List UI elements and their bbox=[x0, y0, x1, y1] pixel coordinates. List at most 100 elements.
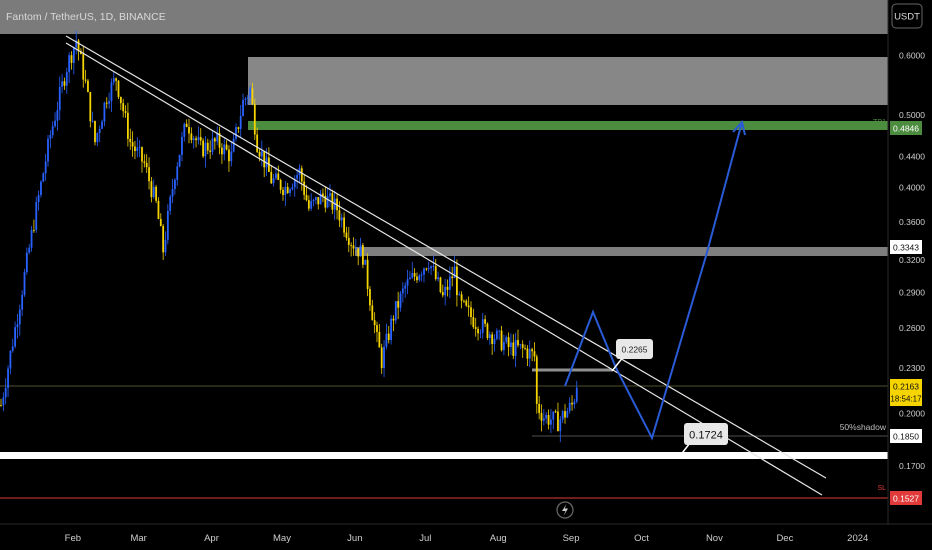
candle-body bbox=[547, 414, 550, 425]
candle-body bbox=[394, 301, 397, 321]
time-axis[interactable] bbox=[0, 524, 932, 550]
candle-body bbox=[465, 300, 468, 306]
time-tick-label: Aug bbox=[490, 533, 507, 544]
candle-body bbox=[448, 276, 451, 290]
candle-body bbox=[14, 327, 16, 347]
candle-body bbox=[134, 146, 136, 152]
time-tick-label: Apr bbox=[204, 533, 219, 544]
candle-body bbox=[7, 368, 9, 388]
candle-body bbox=[399, 293, 402, 308]
candle-body bbox=[312, 199, 315, 202]
candle-body bbox=[171, 188, 174, 197]
candle-body bbox=[352, 245, 355, 249]
candle-body bbox=[383, 346, 385, 369]
candle-body bbox=[202, 140, 204, 157]
candle-body bbox=[47, 138, 49, 162]
candle-body bbox=[216, 133, 219, 142]
tag-countdown: 18:54:17 bbox=[890, 395, 922, 404]
candle-body bbox=[519, 344, 522, 346]
candle-body bbox=[470, 307, 472, 318]
candle-body bbox=[256, 134, 259, 152]
candle-body bbox=[181, 136, 183, 155]
candle-body bbox=[218, 133, 221, 148]
price-tick-label: 0.2600 bbox=[899, 323, 925, 333]
projection-path[interactable] bbox=[564, 121, 743, 441]
callout-lower[interactable]: 0.1724 bbox=[677, 423, 728, 459]
candle-body bbox=[380, 347, 383, 369]
candle-body bbox=[77, 40, 80, 52]
candle-body bbox=[528, 349, 531, 359]
candle-body bbox=[423, 268, 425, 275]
candle-body bbox=[51, 126, 54, 136]
price-tick-label: 0.6000 bbox=[899, 51, 925, 61]
trendline-lower[interactable] bbox=[65, 42, 823, 496]
callout-upper[interactable]: 0.2265 bbox=[611, 339, 653, 372]
candle-body bbox=[477, 328, 479, 334]
currency-button[interactable] bbox=[891, 3, 923, 29]
time-ticks: Feb Mar Apr May Jun Jul Aug Sep Oct Nov Dec 2024 bbox=[65, 533, 869, 544]
tag-stop-bg bbox=[890, 491, 922, 505]
candle-body bbox=[315, 197, 317, 200]
candle-body bbox=[44, 161, 47, 174]
candle-body bbox=[472, 317, 475, 328]
candle-body bbox=[141, 147, 143, 162]
candle-body bbox=[61, 81, 63, 87]
candle-body bbox=[98, 128, 101, 134]
candle-body bbox=[176, 166, 179, 180]
candle-body bbox=[467, 305, 470, 308]
candle-body bbox=[495, 330, 498, 339]
candle-body bbox=[416, 276, 418, 281]
candle-body bbox=[564, 411, 566, 418]
price-axis[interactable]: USDT bbox=[887, 0, 932, 550]
tag-target-bg bbox=[890, 121, 922, 135]
trendline-upper[interactable] bbox=[65, 35, 827, 479]
candle-body bbox=[533, 351, 536, 357]
candle-body bbox=[75, 40, 78, 48]
candle-body bbox=[507, 337, 510, 347]
candle-body bbox=[326, 196, 329, 208]
events-icon[interactable] bbox=[556, 501, 574, 519]
candle-body bbox=[510, 342, 512, 347]
candle-body bbox=[206, 142, 209, 151]
candle-body bbox=[235, 127, 237, 139]
callout-upper-box bbox=[616, 339, 653, 359]
candle-body bbox=[322, 193, 324, 196]
price-axis-background bbox=[888, 0, 932, 550]
candle-body bbox=[540, 413, 543, 421]
candle-body bbox=[94, 121, 96, 143]
candle-body bbox=[277, 173, 280, 181]
candle-body bbox=[286, 186, 289, 194]
candle-body bbox=[338, 210, 341, 221]
callout-lower-dot bbox=[677, 455, 681, 459]
candle-body bbox=[453, 266, 456, 279]
candle-body bbox=[33, 229, 35, 231]
candle-body bbox=[378, 331, 381, 348]
candle-body bbox=[554, 411, 557, 413]
candle-body bbox=[531, 349, 533, 352]
price-tick-label: 0.3600 bbox=[899, 217, 925, 227]
candle-body bbox=[291, 187, 294, 190]
candle-body bbox=[387, 333, 390, 341]
tag-level-value: 0.1850 bbox=[893, 432, 919, 442]
price-tick-label: 0.2300 bbox=[899, 363, 925, 373]
candle-body bbox=[199, 137, 202, 141]
candle-body bbox=[174, 179, 176, 189]
candle-body bbox=[296, 175, 298, 179]
candle-body bbox=[557, 411, 559, 432]
candle-body bbox=[80, 51, 82, 55]
candle-body bbox=[150, 181, 153, 198]
top-resistance-zone bbox=[0, 0, 888, 34]
price-tick-label: 0.2000 bbox=[899, 408, 925, 418]
candle-body bbox=[524, 347, 526, 349]
candle-body bbox=[284, 186, 287, 195]
candle-body bbox=[89, 92, 92, 122]
candle-body bbox=[239, 116, 242, 129]
callout-lower-box bbox=[684, 423, 728, 445]
candle-body bbox=[4, 387, 7, 398]
candle-body bbox=[329, 193, 331, 197]
candle-body bbox=[2, 397, 5, 406]
candle-body bbox=[373, 320, 376, 326]
candle-body bbox=[49, 135, 52, 139]
candle-body bbox=[293, 178, 296, 188]
